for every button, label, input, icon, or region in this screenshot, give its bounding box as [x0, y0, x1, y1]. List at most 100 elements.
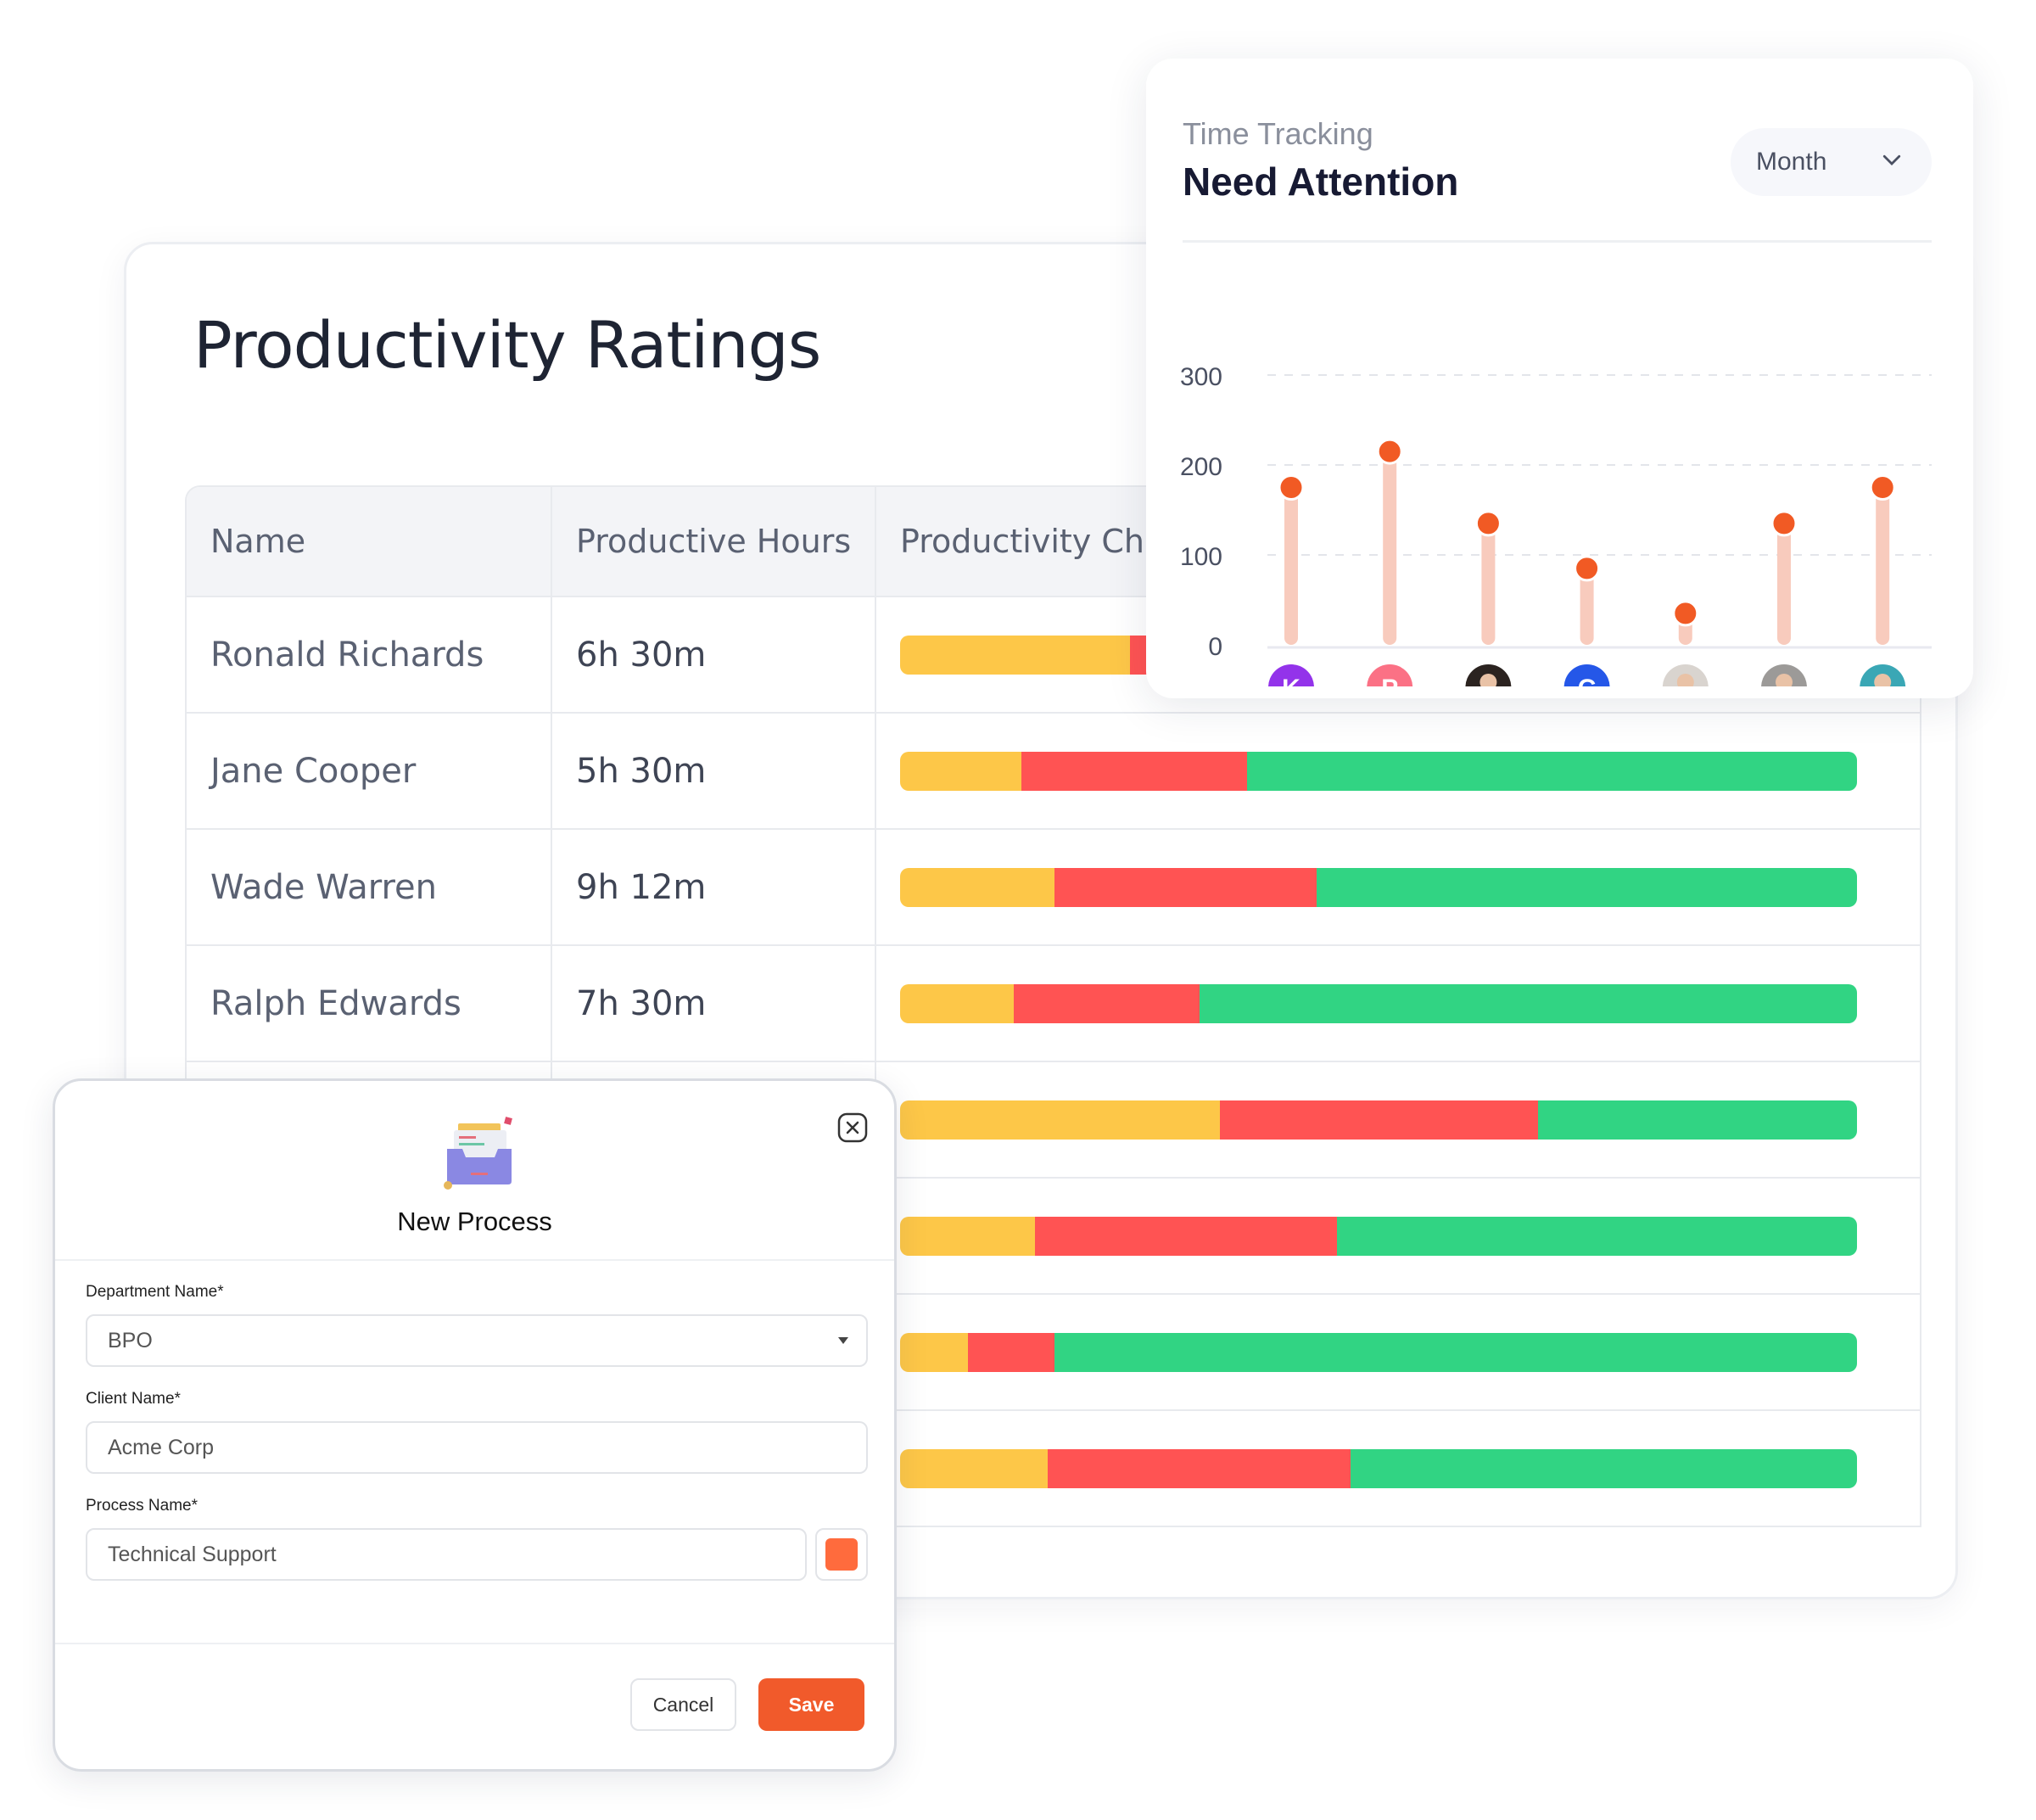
y-tick-label: 0 — [1208, 633, 1222, 661]
avatar-face — [1676, 674, 1694, 686]
divider — [55, 1259, 894, 1261]
lollipop-point — [1770, 510, 1798, 537]
avatar — [1268, 664, 1314, 686]
productivity-bar — [900, 867, 1857, 907]
card-title: Need Attention — [1183, 160, 1459, 204]
new-process-modal: New Process Department Name* BPO Client … — [53, 1078, 897, 1772]
employee-name: Jane Cooper — [187, 714, 552, 828]
lollipop-point — [1376, 438, 1403, 465]
productive-hours: 6h 30m — [552, 597, 876, 712]
productive-hours: 7h 30m — [552, 946, 876, 1061]
lollipop-stem — [1383, 451, 1397, 645]
productivity-chart-cell — [876, 946, 1920, 1061]
idle-segment — [900, 1100, 1220, 1140]
table-row[interactable]: Wade Warren 9h 12m — [187, 828, 1920, 944]
table-row[interactable] — [187, 1177, 1920, 1293]
avatar-face — [1479, 674, 1497, 686]
productivity-bar — [900, 1100, 1857, 1140]
avatar-initial: K — [1282, 675, 1300, 686]
idle-segment — [900, 1216, 1036, 1256]
avatar — [1563, 664, 1610, 686]
productivity-chart-cell — [876, 1295, 1920, 1409]
inbox-tray-icon — [444, 1117, 512, 1190]
avatar-initial: C — [1578, 675, 1597, 686]
column-header-chart[interactable]: Productivity Chart — [900, 523, 1190, 560]
y-tick-label: 200 — [1180, 453, 1222, 481]
chevron-down-icon — [1882, 154, 1901, 165]
table-row[interactable] — [187, 1061, 1920, 1177]
process-name-input[interactable]: Technical Support — [86, 1528, 807, 1581]
department-value: BPO — [108, 1328, 153, 1352]
productivity-bar — [900, 1332, 1857, 1372]
lollipop-point — [1574, 555, 1601, 582]
time-tracking-card: Time Tracking Need Attention Month 300 20… — [1146, 59, 1973, 698]
y-tick-label: 100 — [1180, 543, 1222, 571]
productive-segment — [1351, 1448, 1857, 1488]
productive-segment — [1538, 1100, 1857, 1140]
lollipop-chart: 300 200 100 0 K P C — [1180, 363, 1932, 686]
caret-down-icon — [838, 1337, 848, 1344]
lollipop-stem — [1777, 523, 1791, 645]
idle-segment — [900, 1332, 969, 1372]
y-tick-label: 300 — [1180, 363, 1222, 391]
client-name-input[interactable]: Acme Corp — [86, 1421, 868, 1474]
employee-name: Ronald Richards — [187, 597, 552, 712]
cancel-button[interactable]: Cancel — [630, 1678, 736, 1731]
productivity-chart-cell — [876, 1179, 1920, 1293]
column-header-name[interactable]: Name — [187, 487, 552, 596]
idle-segment — [900, 635, 1130, 675]
unproductive-segment — [1054, 867, 1317, 907]
lollipop-stem — [1481, 523, 1496, 645]
productivity-chart-cell — [876, 1411, 1920, 1526]
divider — [1183, 240, 1932, 243]
color-swatch — [825, 1538, 858, 1571]
productivity-chart-cell — [876, 1062, 1920, 1177]
lollipop-point — [1869, 474, 1896, 501]
card-subtitle: Time Tracking — [1183, 116, 1373, 151]
employee-name: Wade Warren — [187, 830, 552, 944]
idle-segment — [900, 867, 1054, 907]
idle-segment — [900, 1448, 1048, 1488]
productivity-bar — [900, 983, 1857, 1023]
column-header-hours[interactable]: Productive Hours — [552, 487, 876, 596]
department-label: Department Name* — [86, 1283, 224, 1301]
client-value: Acme Corp — [108, 1435, 215, 1459]
unproductive-segment — [1219, 1100, 1539, 1140]
avatar-initial: P — [1381, 675, 1398, 686]
client-label: Client Name* — [86, 1390, 181, 1408]
divider — [55, 1643, 894, 1644]
table-row[interactable]: Jane Cooper 5h 30m — [187, 712, 1920, 828]
productive-segment — [1200, 983, 1857, 1023]
save-button[interactable]: Save — [758, 1678, 864, 1731]
productivity-chart-cell — [876, 714, 1920, 828]
process-label: Process Name* — [86, 1497, 198, 1515]
color-picker-button[interactable] — [815, 1528, 868, 1581]
process-value: Technical Support — [108, 1542, 277, 1566]
productivity-bar — [900, 751, 1857, 791]
department-select[interactable]: BPO — [86, 1314, 868, 1367]
lollipop-stem — [1580, 568, 1594, 645]
period-value: Month — [1756, 148, 1827, 176]
productive-segment — [1247, 751, 1857, 791]
unproductive-segment — [1014, 983, 1200, 1023]
unproductive-segment — [968, 1332, 1054, 1372]
table-row[interactable]: Ralph Edwards 7h 30m — [187, 944, 1920, 1061]
unproductive-segment — [1035, 1216, 1338, 1256]
avatar-face — [1874, 674, 1892, 686]
period-dropdown[interactable]: Month — [1731, 128, 1932, 196]
productive-segment — [1337, 1216, 1857, 1256]
lollipop-stem — [1284, 487, 1298, 645]
productive-segment — [1054, 1332, 1857, 1372]
modal-title: New Process — [397, 1207, 552, 1236]
lollipop-point — [1672, 600, 1699, 627]
close-icon[interactable] — [837, 1112, 868, 1143]
productive-segment — [1316, 867, 1857, 907]
productive-hours: 5h 30m — [552, 714, 876, 828]
avatar — [1367, 664, 1413, 686]
unproductive-segment — [1047, 1448, 1351, 1488]
avatar-face — [1776, 674, 1793, 686]
table-row[interactable] — [187, 1409, 1920, 1526]
employee-name: Ralph Edwards — [187, 946, 552, 1061]
productivity-bar — [900, 1448, 1857, 1488]
lollipop-stem — [1876, 487, 1890, 645]
